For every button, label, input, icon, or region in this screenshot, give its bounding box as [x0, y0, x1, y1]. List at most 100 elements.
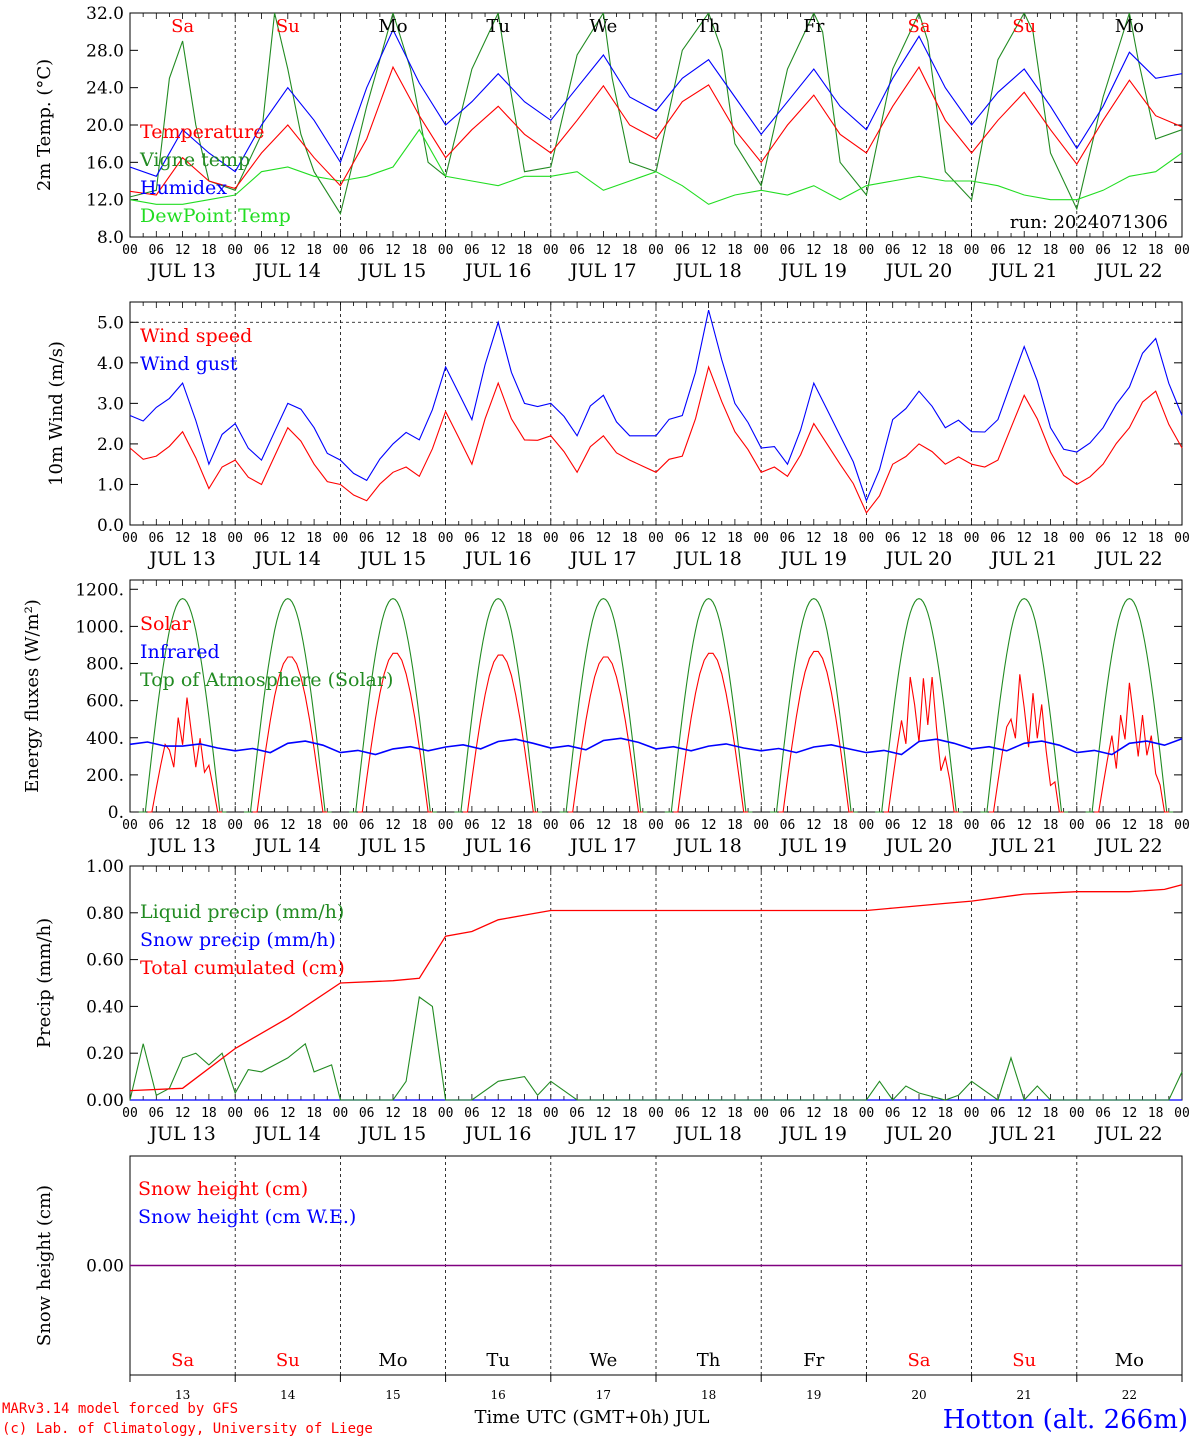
hour-tick-label: 12	[175, 243, 191, 258]
date-label: JUL 15	[358, 1123, 426, 1145]
series-line-solar	[989, 674, 1064, 813]
date-label: JUL 18	[673, 835, 741, 857]
hour-tick-label: 18	[1043, 531, 1059, 546]
date-label: JUL 14	[253, 835, 321, 857]
y-tick-label: 0.	[108, 803, 124, 823]
bottom-date-label: 16	[491, 1388, 506, 1402]
hour-tick-label: 06	[359, 1106, 375, 1121]
date-label: JUL 17	[568, 260, 636, 282]
hour-tick-label: 00	[859, 818, 875, 833]
date-label: JUL 21	[989, 260, 1057, 282]
y-tick-label: 1000.	[75, 617, 124, 637]
y-tick-label: 600.	[86, 692, 124, 712]
series-line-temperature	[130, 65, 1182, 196]
legend-item: Liquid precip (mm/h)	[140, 901, 344, 923]
hour-tick-label: 12	[701, 818, 717, 833]
date-label: JUL 22	[1094, 548, 1162, 570]
date-label: JUL 17	[568, 835, 636, 857]
hour-tick-label: 00	[333, 1106, 349, 1121]
hour-tick-label: 18	[1148, 1106, 1164, 1121]
y-tick-label: 200.	[86, 766, 124, 786]
series-line-solar	[357, 652, 433, 813]
hour-tick-label: 18	[517, 531, 533, 546]
y-tick-label: 0.00	[86, 1257, 124, 1277]
hour-tick-label: 06	[885, 243, 901, 258]
hour-tick-label: 18	[201, 243, 217, 258]
series-group	[130, 13, 1182, 216]
y-tick-label: 0.20	[86, 1044, 124, 1064]
series-line-dewpoint-temp	[130, 128, 1182, 205]
hour-tick-label: 18	[832, 818, 848, 833]
date-label: JUL 18	[673, 548, 741, 570]
hour-tick-label: 00	[333, 531, 349, 546]
date-label: JUL 19	[779, 1123, 847, 1145]
y-tick-label: 1200.	[75, 580, 124, 600]
series-line-solar	[673, 652, 748, 813]
series-line-top-of-atmosphere	[770, 598, 858, 813]
hour-tick-label: 12	[175, 818, 191, 833]
day-name: Su	[1012, 16, 1036, 37]
hour-tick-label: 00	[1174, 243, 1190, 258]
hour-tick-label: 12	[385, 243, 401, 258]
credit-line-1: MARv3.14 model forced by GFS	[2, 1401, 238, 1417]
date-label: JUL 22	[1094, 835, 1162, 857]
date-label: JUL 14	[253, 1123, 321, 1145]
hour-tick-label: 18	[937, 1106, 953, 1121]
y-tick-label: 32.0	[86, 4, 124, 24]
hour-tick-label: 06	[674, 818, 690, 833]
panel-frame	[129, 301, 1183, 526]
series-line-solar	[252, 656, 328, 813]
panels-layer: 8.0 12.0 16.0 20.0 24.0 28.0 32.0 2m Temp. (°C)…	[22, 4, 1190, 1402]
hour-tick-label: 06	[885, 1106, 901, 1121]
series-line-vigne-temp	[130, 13, 1182, 216]
y-tick-label: 1.00	[86, 857, 124, 877]
hour-tick-label: 18	[622, 531, 638, 546]
series-line-wind-gust	[129, 309, 1183, 503]
hour-tick-label: 18	[306, 531, 322, 546]
series-line-top-of-atmosphere	[244, 598, 332, 813]
legend-item: Wind speed	[140, 325, 252, 347]
hour-tick-label: 12	[385, 531, 401, 546]
hour-tick-label: 00	[964, 1106, 980, 1121]
hour-tick-label: 18	[1043, 1106, 1059, 1121]
date-label: JUL 13	[147, 835, 215, 857]
hour-tick-label: 12	[175, 1106, 191, 1121]
hour-tick-label: 12	[280, 818, 296, 833]
hour-tick-label: 06	[1095, 243, 1111, 258]
day-name: Tu	[486, 1350, 510, 1371]
series-line-solar	[147, 697, 223, 813]
date-label: JUL 17	[568, 548, 636, 570]
hour-tick-label: 18	[517, 243, 533, 258]
y-axis-label: 2m Temp. (°C)	[34, 59, 55, 191]
station-label: Hotton (alt. 266m)	[943, 1405, 1188, 1435]
hour-tick-label: 18	[517, 818, 533, 833]
y-tick-label: 3.0	[97, 394, 124, 414]
date-label: JUL 20	[884, 260, 952, 282]
hour-tick-label: 00	[1174, 1106, 1190, 1121]
hour-tick-label: 00	[333, 243, 349, 258]
hour-tick-label: 00	[1069, 818, 1085, 833]
day-name: Fr	[803, 16, 824, 37]
legend-item: Solar	[140, 613, 192, 635]
hour-tick-label: 12	[1016, 818, 1032, 833]
hour-tick-label: 00	[753, 818, 769, 833]
hour-tick-label: 06	[148, 818, 164, 833]
panel-5: 0.00 Snow height (cm) Snow height (cm) Snow…	[34, 1155, 1183, 1402]
series-line-top-of-atmosphere	[138, 598, 227, 813]
legend-item: Total cumulated (cm)	[140, 957, 345, 979]
hour-tick-label: 06	[674, 531, 690, 546]
legend-item: Snow precip (mm/h)	[140, 929, 336, 951]
date-label: JUL 17	[568, 1123, 636, 1145]
hour-tick-label: 12	[911, 1106, 927, 1121]
y-tick-label: 28.0	[86, 41, 124, 61]
legend-item: Temperature	[140, 121, 264, 143]
y-tick-label: 0.40	[86, 997, 124, 1017]
legend-item: Snow height (cm W.E.)	[138, 1206, 356, 1228]
hour-tick-label: 00	[753, 1106, 769, 1121]
hour-tick-label: 00	[122, 531, 138, 546]
series-line-humidex	[130, 28, 1182, 177]
day-name: Sa	[907, 16, 930, 37]
hour-tick-label: 12	[806, 1106, 822, 1121]
hour-tick-label: 12	[911, 818, 927, 833]
y-tick-label: 400.	[86, 729, 124, 749]
